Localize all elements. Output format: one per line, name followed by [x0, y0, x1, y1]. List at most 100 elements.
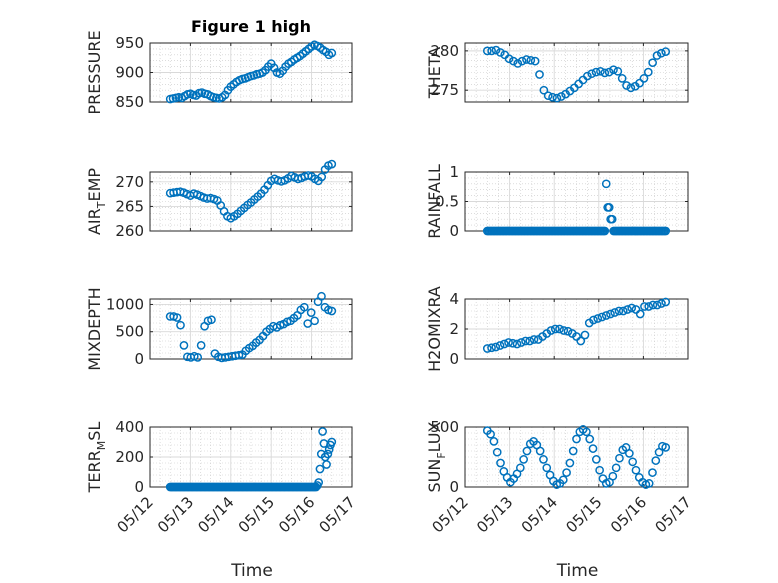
- series-rainfall: [482, 179, 671, 236]
- data-point: [640, 302, 649, 311]
- data-point: [627, 303, 637, 313]
- data-point: [548, 92, 557, 102]
- data-point: [176, 320, 185, 330]
- data-point: [635, 78, 644, 88]
- data-point: [604, 203, 614, 212]
- minor-grid: [465, 427, 688, 487]
- data-point: [516, 338, 526, 347]
- x-tick-label: 05/14: [518, 493, 561, 536]
- y-tick-label: 500: [115, 323, 144, 341]
- data-point: [661, 47, 671, 57]
- data-point: [529, 335, 539, 344]
- y-axis-label: MIXDEPTH: [85, 287, 104, 370]
- axes-box: [149, 298, 353, 360]
- data-point: [604, 67, 614, 77]
- data-point: [486, 429, 495, 439]
- data-point: [631, 305, 641, 314]
- data-point: [556, 92, 566, 101]
- data-point: [539, 85, 549, 95]
- data-point: [559, 326, 569, 335]
- data-point: [489, 437, 499, 446]
- x-tick-label: 05/15: [235, 493, 278, 536]
- data-point: [179, 341, 189, 350]
- y-tick-label: 2: [449, 320, 459, 338]
- y-tick-label: 900: [115, 64, 144, 82]
- data-point: [521, 336, 530, 346]
- data-point: [311, 482, 321, 492]
- data-point: [314, 478, 324, 487]
- data-point: [504, 54, 514, 64]
- data-point: [648, 58, 657, 68]
- y-axis-label: TERRMSL: [85, 422, 108, 494]
- x-tick-label: 05/17: [652, 493, 695, 536]
- data-point: [565, 458, 575, 468]
- y-axis-label: AIRTEMP: [85, 168, 108, 235]
- data-point: [487, 46, 497, 56]
- data-point: [644, 302, 654, 311]
- series-sun_flux: [482, 425, 671, 489]
- data-point: [172, 313, 182, 322]
- x-tick-label: 05/12: [114, 493, 157, 536]
- y-tick-label: 850: [115, 93, 144, 111]
- data-point: [652, 51, 662, 60]
- data-point: [504, 338, 513, 347]
- y-tick-label: 950: [115, 34, 144, 52]
- y-axis-label: H2OMIXRA: [425, 286, 444, 372]
- data-point: [618, 306, 628, 316]
- x-axis-label: Time: [556, 561, 599, 581]
- data-point: [600, 68, 610, 78]
- data-point: [626, 83, 636, 93]
- data-point: [306, 308, 316, 317]
- data-point: [623, 305, 632, 314]
- data-point: [597, 312, 607, 322]
- data-point: [323, 449, 333, 459]
- x-tick-label: 05/12: [429, 493, 472, 536]
- major-grid: [464, 171, 689, 232]
- data-point: [530, 56, 540, 66]
- data-point: [648, 300, 658, 310]
- data-point: [587, 69, 597, 79]
- y-tick-label: 270: [115, 173, 144, 191]
- data-point: [482, 46, 492, 56]
- data-point: [595, 465, 604, 475]
- data-point: [583, 71, 592, 81]
- data-point: [652, 300, 662, 310]
- data-point: [517, 56, 527, 66]
- data-point: [572, 434, 581, 444]
- y-tick-label: 0: [449, 222, 459, 240]
- y-axis-label: THETA: [425, 47, 444, 99]
- y-tick-label: 0: [134, 350, 144, 368]
- data-point: [585, 434, 595, 444]
- y-tick-label: 200: [115, 448, 144, 466]
- data-point: [207, 315, 216, 325]
- subplot-h2omixra: 0 2 4 H2OMIXRA: [425, 286, 689, 372]
- data-point: [535, 70, 544, 79]
- data-point: [324, 445, 334, 454]
- data-point: [322, 460, 331, 469]
- y-tick-label: 0: [449, 350, 459, 368]
- data-point: [628, 457, 638, 467]
- data-point: [657, 299, 666, 308]
- data-point: [303, 319, 313, 328]
- series-theta: [482, 45, 671, 103]
- data-point: [644, 479, 654, 488]
- data-point: [651, 456, 661, 465]
- data-point: [327, 48, 337, 58]
- data-point: [519, 455, 528, 464]
- data-point: [615, 453, 624, 463]
- data-point: [234, 350, 244, 360]
- x-tick-label: 05/16: [607, 493, 650, 536]
- data-point: [327, 437, 337, 447]
- data-point: [611, 463, 621, 473]
- data-point: [613, 66, 623, 76]
- data-point: [327, 306, 337, 316]
- data-point: [568, 446, 578, 456]
- data-point: [546, 326, 556, 335]
- subplot-rainfall: 0 0.5 1 RAINFALL: [425, 163, 689, 240]
- data-point: [496, 48, 505, 57]
- series-air_temp: [165, 159, 337, 223]
- data-point: [491, 342, 501, 352]
- data-point: [495, 341, 505, 350]
